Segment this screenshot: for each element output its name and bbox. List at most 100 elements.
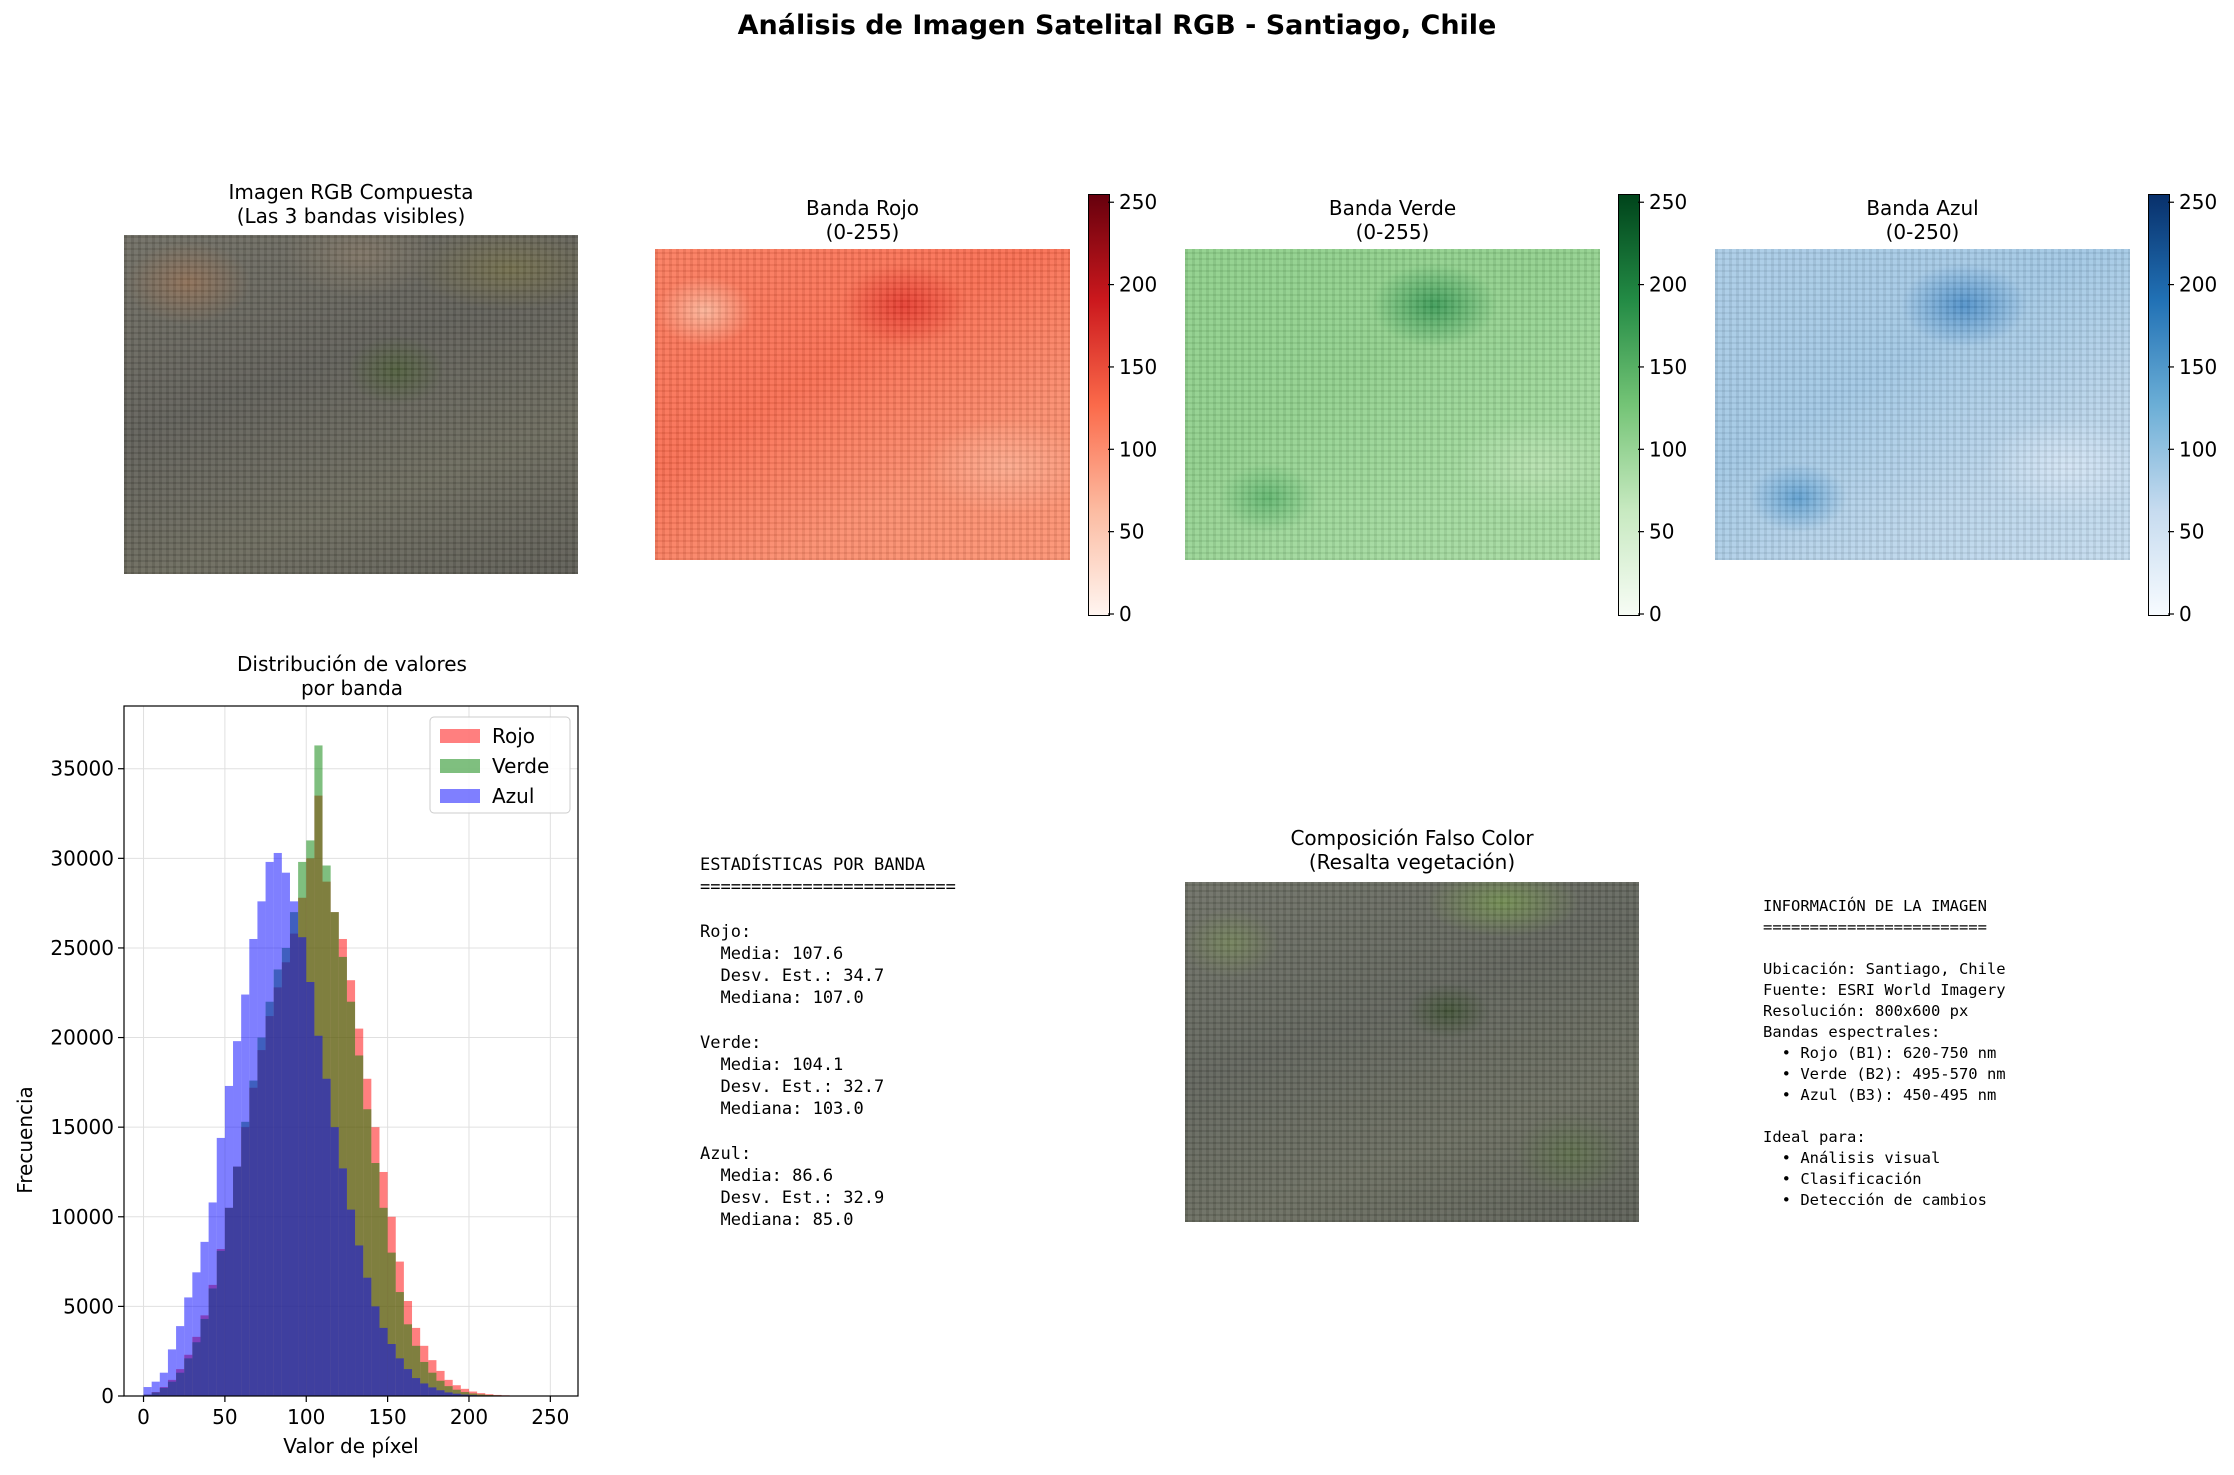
hist-bar-azul	[224, 1085, 234, 1396]
hist-bar-verde	[452, 1389, 461, 1396]
hist-bar-azul	[338, 1168, 347, 1396]
false-color-title: Composición Falso Color (Resalta vegetac…	[1290, 826, 1534, 874]
hist-bar-azul	[355, 1245, 364, 1396]
figure-title: Análisis de Imagen Satelital RGB - Santi…	[737, 10, 1497, 41]
y-tick-label: 35000	[50, 757, 114, 781]
x-tick-label: 0	[137, 1405, 150, 1429]
hist-bar-azul	[176, 1326, 185, 1396]
hist-bar-azul	[167, 1349, 177, 1396]
y-tick-label: 30000	[50, 846, 114, 870]
hist-bar-azul	[412, 1378, 421, 1396]
x-tick-label: 100	[287, 1405, 325, 1429]
hist-bar-azul	[159, 1372, 168, 1396]
hist-bar-verde	[371, 1163, 380, 1396]
green-colorbar-tick-label: 200	[1649, 273, 1687, 297]
hist-bar-verde	[363, 1109, 372, 1396]
red-colorbar-tick-label: 100	[1119, 437, 1157, 461]
x-tick-label: 200	[450, 1405, 488, 1429]
red-band-image	[655, 249, 1070, 560]
green-colorbar-tick-label: 0	[1649, 602, 1662, 626]
hist-bar-azul	[151, 1381, 160, 1396]
hist-bar-verde	[387, 1252, 396, 1396]
hist-bar-verde	[420, 1361, 429, 1396]
hist-bar-verde	[379, 1207, 388, 1396]
blue-colorbar-tick-label: 150	[2179, 355, 2217, 379]
hist-bar-azul	[428, 1387, 437, 1396]
green-band-image	[1185, 249, 1600, 560]
y-tick-label: 25000	[50, 936, 114, 960]
hist-bar-verde	[460, 1392, 469, 1396]
hist-bar-azul	[330, 1127, 339, 1396]
hist-bar-verde	[468, 1393, 478, 1396]
green-band-colorbar	[1618, 194, 1640, 616]
red-colorbar-tick-label: 250	[1119, 190, 1157, 214]
hist-bar-azul	[346, 1209, 356, 1396]
legend-swatch-azul	[440, 789, 480, 803]
hist-bar-azul	[281, 872, 290, 1396]
legend-label-azul: Azul	[492, 784, 534, 808]
blue-band-title: Banda Azul (0-250)	[1866, 196, 1979, 244]
red-colorbar-axis: 0 50 100 150 200 250	[1108, 190, 1157, 626]
histogram-frame	[123, 705, 579, 1397]
red-band-title: Banda Rojo (0-255)	[806, 196, 919, 244]
y-tick-label: 0	[101, 1384, 114, 1408]
hist-bar-azul	[289, 901, 299, 1396]
histogram-chart: Distribución de valores por banda 0 50 100…	[13, 652, 579, 1458]
blue-colorbar-tick-label: 0	[2179, 602, 2192, 626]
blue-colorbar-tick-label: 50	[2179, 520, 2204, 544]
rgb-composite-image	[124, 235, 578, 574]
legend-swatch-rojo	[440, 729, 480, 743]
hist-bar-azul	[200, 1241, 209, 1396]
hist-bar-azul	[387, 1344, 396, 1396]
x-tick-label: 150	[369, 1405, 407, 1429]
hist-bar-azul	[371, 1306, 380, 1396]
histogram-title-line2: por banda	[301, 676, 403, 700]
hist-bar-azul	[216, 1137, 225, 1396]
red-colorbar-tick-label: 200	[1119, 273, 1157, 297]
hist-bar-verde	[355, 1055, 364, 1396]
blue-band-colorbar	[2148, 194, 2170, 616]
hist-bar-azul	[273, 852, 282, 1396]
band-statistics-text: ESTADÍSTICAS POR BANDA =================…	[700, 855, 956, 1231]
hist-bar-azul	[452, 1393, 461, 1396]
histogram-title-line1: Distribución de valores	[237, 652, 467, 676]
hist-bar-azul	[265, 861, 274, 1396]
x-tick-label: 250	[531, 1405, 569, 1429]
hist-bar-azul	[298, 937, 307, 1396]
green-colorbar-tick-label: 100	[1649, 437, 1687, 461]
hist-bar-azul	[363, 1277, 372, 1396]
blue-colorbar-tick-label: 250	[2179, 190, 2217, 214]
hist-bar-azul	[314, 1035, 323, 1396]
hist-bar-verde	[428, 1372, 437, 1396]
y-tick-label: 15000	[50, 1115, 114, 1139]
y-tick-label: 20000	[50, 1026, 114, 1050]
legend-swatch-verde	[440, 759, 480, 773]
hist-bar-verde	[412, 1345, 421, 1396]
green-band-title: Banda Verde (0-255)	[1328, 196, 1457, 244]
histogram-xlabel: Valor de píxel	[283, 1434, 418, 1458]
red-colorbar-tick-label: 50	[1119, 520, 1144, 544]
hist-bar-azul	[403, 1369, 413, 1396]
hist-bar-azul	[322, 1078, 331, 1396]
hist-bar-verde	[444, 1386, 453, 1396]
red-colorbar-tick-label: 150	[1119, 355, 1157, 379]
red-band-colorbar	[1088, 194, 1110, 616]
green-colorbar-tick-label: 250	[1649, 190, 1687, 214]
hist-bar-verde	[436, 1380, 445, 1396]
hist-bar-azul	[306, 982, 315, 1396]
hist-bar-verde	[395, 1292, 404, 1396]
hist-bar-azul	[257, 901, 266, 1396]
green-colorbar-tick-label: 150	[1649, 355, 1687, 379]
blue-colorbar-axis: 0 50 100 150 200 250	[2168, 190, 2217, 626]
hist-bar-azul	[184, 1297, 193, 1396]
hist-bar-azul	[420, 1383, 429, 1396]
legend-label-verde: Verde	[492, 754, 549, 778]
hist-bar-azul	[444, 1392, 453, 1396]
hist-bar-azul	[208, 1202, 217, 1396]
hist-bar-azul	[143, 1387, 152, 1396]
histogram-legend: Rojo Verde Azul	[429, 716, 571, 814]
red-colorbar-tick-label: 0	[1119, 602, 1132, 626]
histogram-ylabel: Frecuencia	[13, 1086, 37, 1194]
x-tick-label: 50	[212, 1405, 237, 1429]
hist-bar-verde	[477, 1394, 486, 1396]
